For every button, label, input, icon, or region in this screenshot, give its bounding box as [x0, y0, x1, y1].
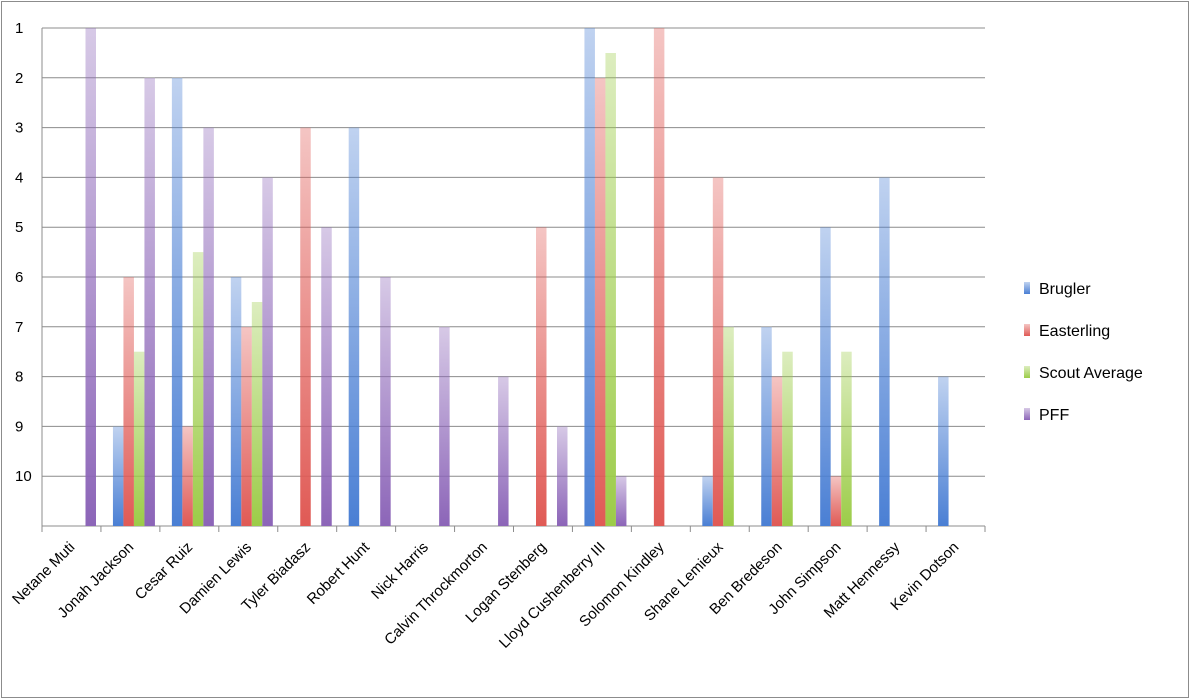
legend-label: PFF — [1039, 407, 1069, 424]
y-tick-label: 3 — [15, 120, 23, 137]
bar-easterling — [536, 227, 547, 526]
bar-easterling — [182, 426, 193, 526]
y-tick-label: 8 — [15, 369, 23, 386]
bar-pff — [380, 277, 391, 526]
y-tick-label: 5 — [15, 219, 23, 236]
y-tick-label: 7 — [15, 319, 23, 336]
bar-scout-average — [192, 252, 204, 526]
y-tick-label: 6 — [15, 269, 23, 286]
x-category-label: Nick Harris — [368, 539, 432, 603]
x-category-label: Lloyd Cushenberry III — [496, 539, 609, 652]
y-tick-label: 9 — [15, 418, 23, 435]
bar-pff — [262, 177, 273, 526]
bar-brugler — [230, 277, 242, 526]
bar-easterling — [300, 127, 311, 526]
bar-easterling — [653, 28, 665, 526]
bar-easterling — [123, 277, 134, 526]
bar-easterling — [712, 177, 724, 526]
x-category-label: Calvin Throckmorton — [381, 539, 491, 649]
bar-brugler — [348, 127, 360, 526]
bar-easterling — [771, 376, 783, 526]
x-category-label: Cesar Ruiz — [132, 539, 196, 603]
y-tick-label: 2 — [15, 70, 23, 87]
bar-pff — [439, 326, 450, 526]
bar-scout-average — [133, 351, 145, 526]
legend-swatch — [1024, 324, 1030, 336]
bar-brugler — [820, 227, 831, 526]
bar-brugler — [112, 426, 124, 526]
bar-brugler — [879, 177, 890, 526]
legend-swatch — [1024, 282, 1030, 294]
y-tick-label: 10 — [15, 468, 32, 485]
bar-brugler — [761, 326, 772, 526]
bar-scout-average — [723, 326, 734, 526]
legend-label: Easterling — [1039, 323, 1110, 340]
bar-scout-average — [605, 52, 616, 527]
y-tick-label: 1 — [15, 20, 23, 37]
bar-brugler — [702, 476, 713, 526]
bar-scout-average — [782, 351, 793, 526]
bar-easterling — [594, 77, 606, 527]
bar-pff — [203, 127, 214, 526]
legend-label: Scout Average — [1039, 365, 1143, 382]
bar-pff — [144, 77, 155, 527]
legend-label: Brugler — [1039, 281, 1091, 298]
bar-scout-average — [251, 301, 263, 526]
bar-pff — [557, 426, 568, 526]
x-category-label: Robert Hunt — [304, 538, 374, 608]
y-tick-label: 4 — [15, 169, 23, 186]
bar-easterling — [830, 476, 842, 526]
bar-brugler — [584, 28, 595, 526]
bar-scout-average — [841, 351, 852, 526]
bar-easterling — [241, 326, 252, 526]
bar-pff — [321, 227, 332, 526]
bar-pff — [498, 376, 509, 526]
bar-pff — [85, 28, 96, 526]
bar-brugler — [938, 376, 949, 526]
legend-swatch — [1024, 408, 1030, 420]
bar-brugler — [171, 77, 183, 527]
bar-pff — [615, 476, 627, 526]
legend-swatch — [1024, 366, 1030, 378]
